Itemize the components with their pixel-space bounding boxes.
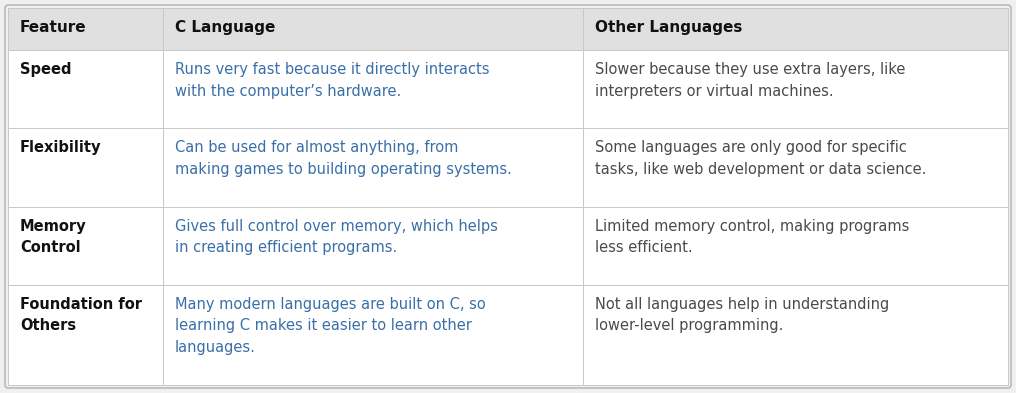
Bar (163, 207, 583, 285)
Bar (8, 50, 163, 129)
Text: Not all languages help in understanding
lower-level programming.: Not all languages help in understanding … (594, 297, 889, 333)
Text: Runs very fast because it directly interacts
with the computer’s hardware.: Runs very fast because it directly inter… (175, 62, 489, 99)
Bar (8, 8, 163, 50)
Text: Flexibility: Flexibility (20, 140, 102, 155)
Text: Other Languages: Other Languages (594, 20, 742, 35)
Bar (583, 207, 1008, 285)
Bar (583, 285, 1008, 385)
Text: Can be used for almost anything, from
making games to building operating systems: Can be used for almost anything, from ma… (175, 140, 511, 177)
Text: Limited memory control, making programs
less efficient.: Limited memory control, making programs … (594, 219, 909, 255)
Bar (583, 8, 1008, 50)
Bar (163, 8, 583, 50)
Text: Speed: Speed (20, 62, 71, 77)
Text: Some languages are only good for specific
tasks, like web development or data sc: Some languages are only good for specifi… (594, 140, 927, 177)
Bar (583, 50, 1008, 129)
Bar (163, 50, 583, 129)
Bar (163, 285, 583, 385)
Text: Feature: Feature (20, 20, 86, 35)
Bar (8, 285, 163, 385)
Text: Memory
Control: Memory Control (20, 219, 86, 255)
Bar (8, 129, 163, 207)
Text: Gives full control over memory, which helps
in creating efficient programs.: Gives full control over memory, which he… (175, 219, 498, 255)
Bar (8, 207, 163, 285)
Bar (583, 129, 1008, 207)
Text: Foundation for
Others: Foundation for Others (20, 297, 142, 333)
Text: Slower because they use extra layers, like
interpreters or virtual machines.: Slower because they use extra layers, li… (594, 62, 905, 99)
Text: C Language: C Language (175, 20, 275, 35)
Bar (163, 129, 583, 207)
Text: Many modern languages are built on C, so
learning C makes it easier to learn oth: Many modern languages are built on C, so… (175, 297, 486, 355)
